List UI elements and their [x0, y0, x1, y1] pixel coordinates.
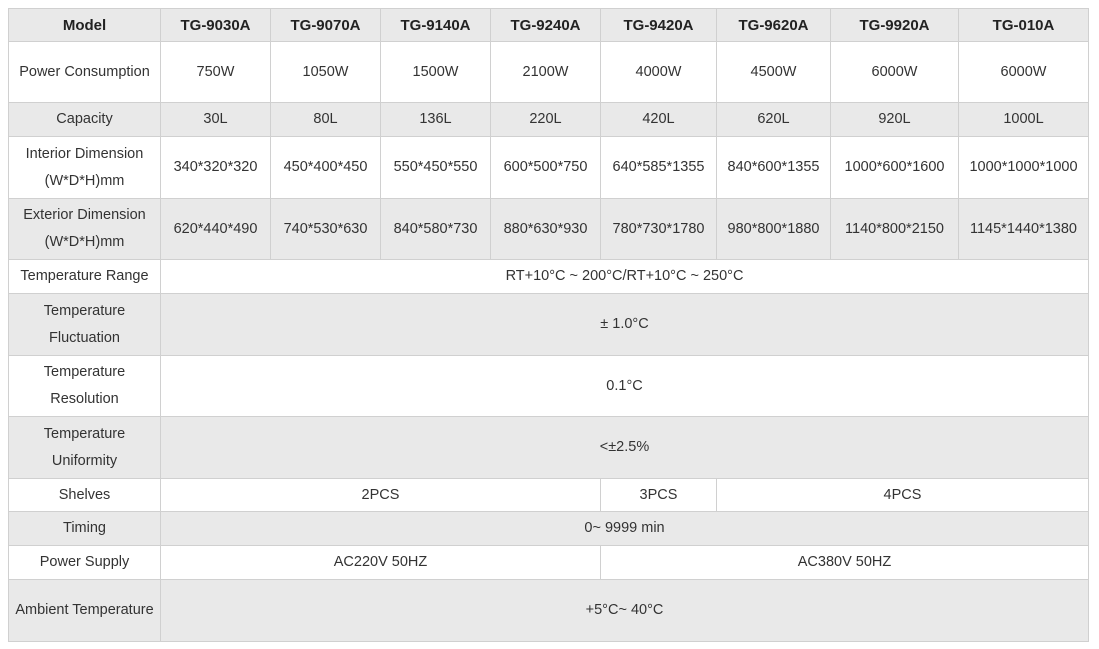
table-cell: 750W	[160, 41, 271, 103]
table-cell: 640*585*1355	[600, 136, 717, 199]
header-row: Model TG-9030A TG-9070A TG-9140A TG-9240A TG-…	[8, 8, 1089, 42]
table-cell: 6000W	[830, 41, 959, 103]
table-cell: 1000*600*1600	[830, 136, 959, 199]
table-cell: 4000W	[600, 41, 717, 103]
table-row: Temperature Fluctuation ± 1.0°C	[8, 293, 1089, 356]
table-row: Capacity 30L 80L 136L 220L 420L 620L 920L 1000L	[8, 102, 1089, 137]
table-cell: 420L	[600, 102, 717, 137]
table-cell: 2100W	[490, 41, 601, 103]
table-cell: 620*440*490	[160, 198, 271, 260]
header-model-tg-9620a: TG-9620A	[716, 8, 831, 42]
table-cell: 6000W	[958, 41, 1089, 103]
table-row: Shelves 2PCS 3PCS 4PCS	[8, 478, 1089, 512]
table-cell: 1050W	[270, 41, 381, 103]
table-cell: <±2.5%	[160, 416, 1089, 479]
table-cell: 1000L	[958, 102, 1089, 137]
table-cell: 980*800*1880	[716, 198, 831, 260]
row-label: Power Consumption	[8, 41, 161, 103]
table-cell: 840*580*730	[380, 198, 491, 260]
table-cell: 1145*1440*1380	[958, 198, 1089, 260]
row-label: Temperature Uniformity	[8, 416, 161, 479]
header-model-tg-010a: TG-010A	[958, 8, 1089, 42]
table-cell: 550*450*550	[380, 136, 491, 199]
spec-table: Model TG-9030A TG-9070A TG-9140A TG-9240A TG-…	[8, 8, 1089, 642]
table-cell: 840*600*1355	[716, 136, 831, 199]
header-model-tg-9240a: TG-9240A	[490, 8, 601, 42]
table-row: Interior Dimension (W*D*H)mm 340*320*320 4…	[8, 136, 1089, 199]
table-cell: 340*320*320	[160, 136, 271, 199]
table-cell: 1500W	[380, 41, 491, 103]
header-model-tg-9920a: TG-9920A	[830, 8, 959, 42]
table-cell: AC380V 50HZ	[600, 545, 1089, 580]
table-row: Timing 0~ 9999 min	[8, 511, 1089, 546]
table-row: Temperature Resolution 0.1°C	[8, 355, 1089, 417]
table-cell: 450*400*450	[270, 136, 381, 199]
table-row: Ambient Temperature +5°C~ 40°C	[8, 579, 1089, 642]
row-label: Temperature Fluctuation	[8, 293, 161, 356]
table-cell: 80L	[270, 102, 381, 137]
table-cell: 220L	[490, 102, 601, 137]
table-cell: 4PCS	[716, 478, 1089, 512]
table-cell: 2PCS	[160, 478, 601, 512]
table-cell: 3PCS	[600, 478, 717, 512]
row-label: Power Supply	[8, 545, 161, 580]
table-cell: 0.1°C	[160, 355, 1089, 417]
table-cell: 0~ 9999 min	[160, 511, 1089, 546]
table-cell: 136L	[380, 102, 491, 137]
table-cell: 620L	[716, 102, 831, 137]
table-row: Power Supply AC220V 50HZ AC380V 50HZ	[8, 545, 1089, 580]
table-cell: RT+10°C ~ 200°C/RT+10°C ~ 250°C	[160, 259, 1089, 294]
row-label: Shelves	[8, 478, 161, 512]
row-label: Temperature Resolution	[8, 355, 161, 417]
table-cell: +5°C~ 40°C	[160, 579, 1089, 642]
table-cell: ± 1.0°C	[160, 293, 1089, 356]
table-cell: 1140*800*2150	[830, 198, 959, 260]
table-row: Exterior Dimension (W*D*H)mm 620*440*490 7…	[8, 198, 1089, 260]
header-model-tg-9420a: TG-9420A	[600, 8, 717, 42]
table-cell: 4500W	[716, 41, 831, 103]
header-model-tg-9030a: TG-9030A	[160, 8, 271, 42]
table-cell: 880*630*930	[490, 198, 601, 260]
table-cell: 780*730*1780	[600, 198, 717, 260]
table-cell: 1000*1000*1000	[958, 136, 1089, 199]
row-label: Capacity	[8, 102, 161, 137]
row-label: Interior Dimension (W*D*H)mm	[8, 136, 161, 199]
row-label: Temperature Range	[8, 259, 161, 294]
table-row: Temperature Uniformity <±2.5%	[8, 416, 1089, 479]
header-model-tg-9140a: TG-9140A	[380, 8, 491, 42]
header-model-tg-9070a: TG-9070A	[270, 8, 381, 42]
table-cell: 600*500*750	[490, 136, 601, 199]
header-model: Model	[8, 8, 161, 42]
row-label: Timing	[8, 511, 161, 546]
table-cell: 920L	[830, 102, 959, 137]
table-cell: 740*530*630	[270, 198, 381, 260]
table-row: Power Consumption 750W 1050W 1500W 2100W 4000…	[8, 41, 1089, 103]
row-label: Exterior Dimension (W*D*H)mm	[8, 198, 161, 260]
table-row: Temperature Range RT+10°C ~ 200°C/RT+10°C…	[8, 259, 1089, 294]
table-cell: AC220V 50HZ	[160, 545, 601, 580]
row-label: Ambient Temperature	[8, 579, 161, 642]
table-cell: 30L	[160, 102, 271, 137]
